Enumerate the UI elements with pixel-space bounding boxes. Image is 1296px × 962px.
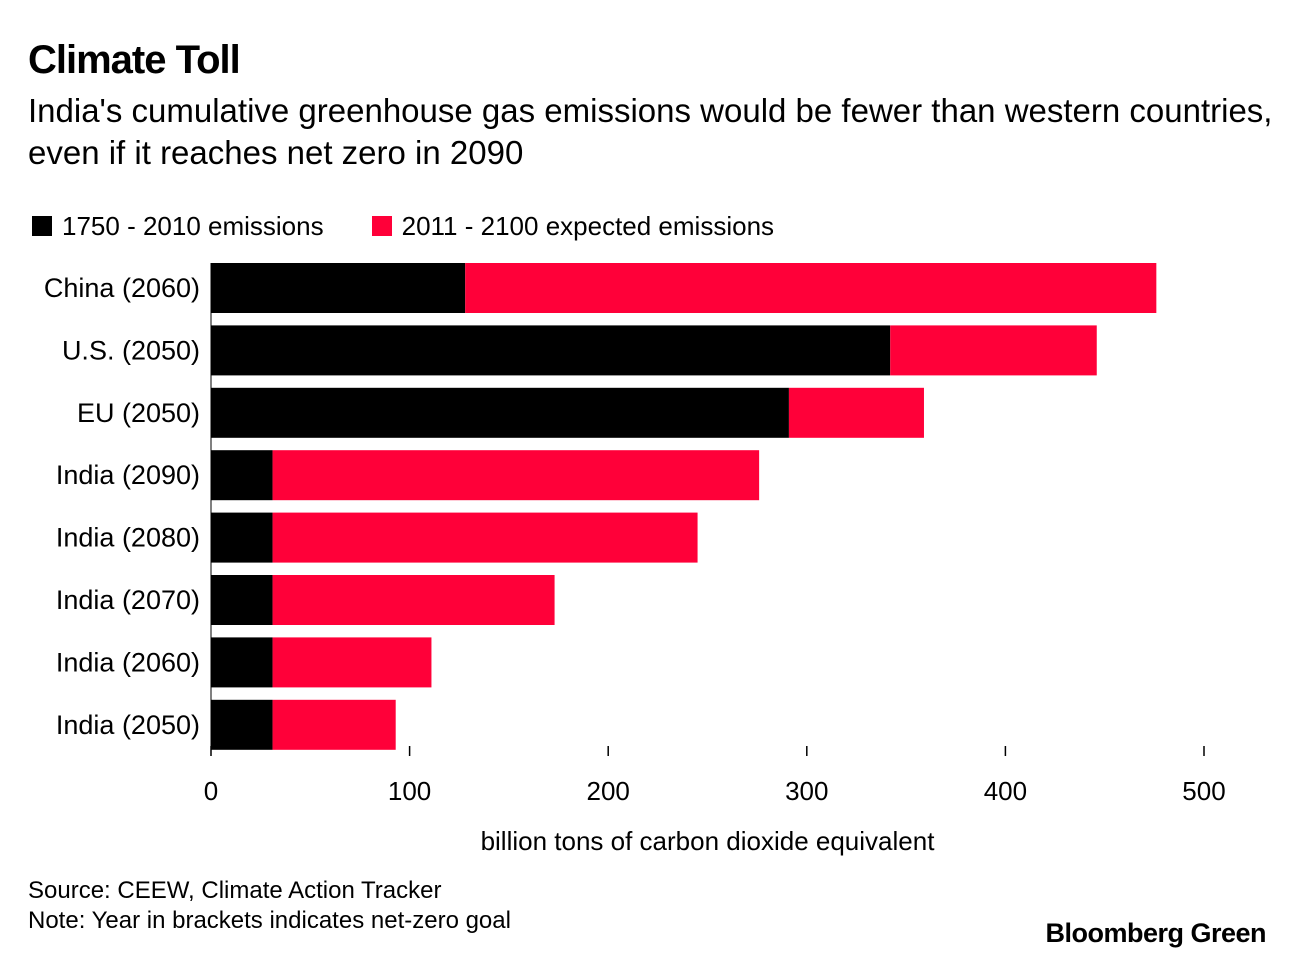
bar-segment-historic — [211, 512, 273, 563]
legend-item-historic: 1750 - 2010 emissions — [32, 211, 324, 242]
x-tick-label: 200 — [587, 776, 630, 806]
chart-subtitle: India's cumulative greenhouse gas emissi… — [28, 92, 1273, 171]
brand-logo: Bloomberg Green — [1045, 918, 1266, 948]
bar-segment-historic — [211, 637, 273, 688]
legend-swatch-historic — [32, 216, 52, 236]
legend-label-historic: 1750 - 2010 emissions — [62, 210, 324, 241]
legend: 1750 - 2010 emissions 2011 - 2100 expect… — [32, 208, 822, 244]
legend-label-expected: 2011 - 2100 expected emissions — [401, 210, 775, 241]
bar-segment-historic — [211, 575, 273, 625]
bar-segment-expected — [272, 450, 760, 501]
category-label: India (2060) — [56, 647, 200, 677]
source-note: Source: CEEW, Climate Action Tracker Not… — [28, 876, 511, 936]
category-label: India (2090) — [56, 460, 200, 490]
bar-segment-expected — [788, 387, 924, 438]
x-tick-label: 0 — [204, 776, 218, 806]
category-label: China (2060) — [44, 273, 200, 303]
bar-segment-historic — [211, 325, 891, 376]
bar-segment-historic — [211, 699, 273, 750]
bar-segment-expected — [272, 699, 396, 750]
bar-segment-historic — [211, 387, 789, 438]
bar-segment-expected — [272, 637, 432, 688]
note-text: Note: Year in brackets indicates net-zer… — [28, 907, 511, 934]
x-tick-label: 300 — [785, 776, 828, 806]
category-label: India (2050) — [56, 710, 200, 740]
x-tick-label: 500 — [1182, 776, 1225, 806]
chart-title: Climate Toll — [28, 38, 241, 82]
bar-segment-expected — [465, 263, 1157, 313]
bar-segment-historic — [211, 450, 273, 501]
bar-segment-expected — [272, 512, 698, 563]
x-tick-label: 400 — [984, 776, 1027, 806]
category-label: India (2070) — [56, 585, 200, 615]
legend-swatch-expected — [371, 216, 392, 236]
x-axis-label: billion tons of carbon dioxide equivalen… — [480, 826, 935, 856]
category-label: U.S. (2050) — [62, 335, 200, 365]
legend-item-expected: 2011 - 2100 expected emissions — [371, 210, 775, 242]
category-label: EU (2050) — [77, 398, 200, 428]
bar-segment-expected — [272, 575, 555, 625]
category-label: India (2080) — [56, 523, 200, 553]
bar-segment-expected — [890, 325, 1097, 376]
x-tick-label: 100 — [388, 776, 431, 806]
bar-segment-historic — [211, 263, 466, 313]
source-text: Source: CEEW, Climate Action Tracker — [28, 877, 442, 904]
